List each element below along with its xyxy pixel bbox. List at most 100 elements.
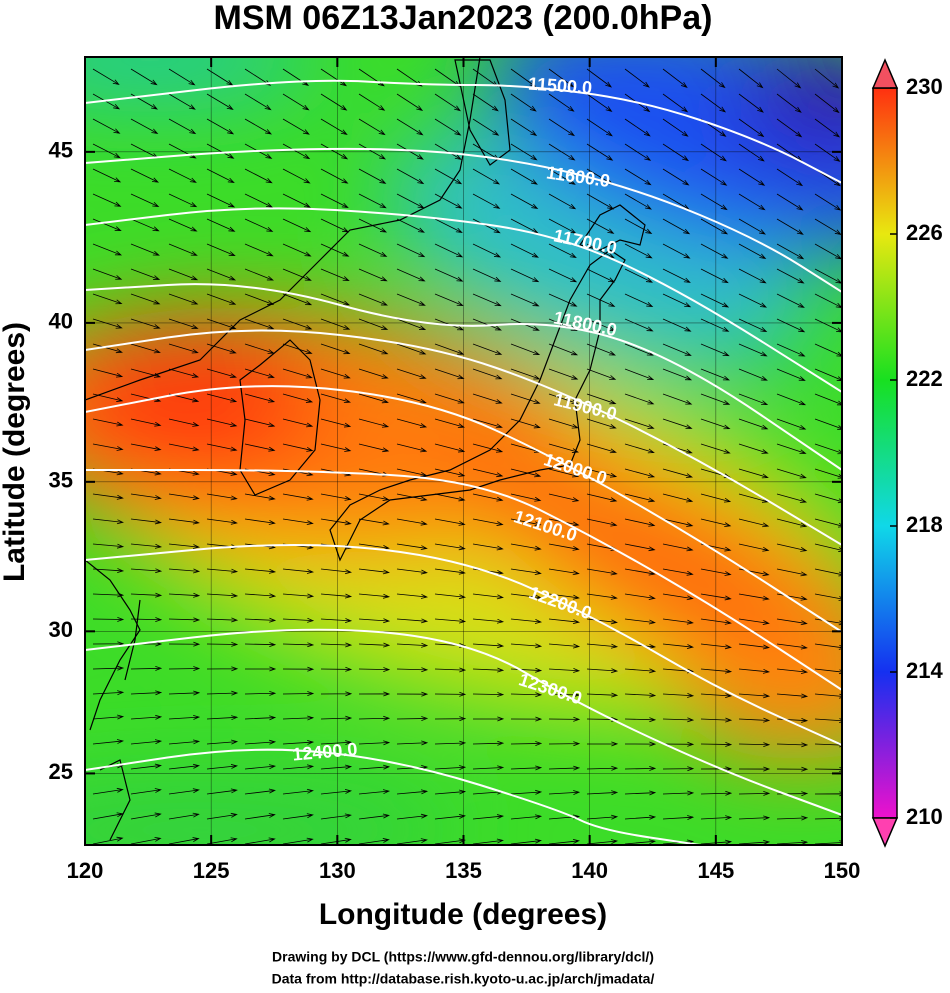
wind-arrow	[700, 443, 731, 454]
wind-arrow	[434, 789, 467, 795]
wind-arrow	[282, 788, 314, 795]
wind-arrow	[662, 368, 693, 381]
wind-arrow	[320, 393, 351, 404]
wind-arrow	[206, 617, 239, 623]
wind-arrow	[776, 543, 808, 552]
wind-arrow	[168, 763, 200, 770]
wind-arrow	[244, 813, 276, 820]
wind-arrow	[472, 218, 501, 234]
wind-arrow	[92, 443, 124, 451]
wind-arrow	[244, 715, 277, 721]
wind-arrow	[206, 318, 237, 330]
wind-arrow	[510, 193, 539, 210]
wind-arrow	[92, 68, 120, 86]
wind-arrow	[282, 368, 313, 379]
wind-arrow	[282, 642, 315, 648]
wind-arrow	[396, 667, 429, 673]
wind-arrow	[472, 93, 499, 112]
wind-arrow	[472, 618, 505, 624]
wind-arrow	[586, 814, 619, 820]
wind-arrow	[396, 343, 427, 355]
wind-arrow	[282, 168, 311, 184]
credit-line: Drawing by DCL (https://www.gfd-dennou.o…	[272, 949, 654, 965]
wind-arrow	[282, 813, 314, 820]
contour-line	[85, 468, 842, 691]
wind-arrow	[548, 668, 581, 673]
wind-arrow	[586, 643, 619, 649]
wind-arrow	[358, 789, 391, 795]
wind-arrow	[548, 618, 580, 625]
wind-arrow	[168, 268, 199, 281]
wind-arrow	[776, 815, 809, 821]
wind-arrow	[320, 642, 353, 648]
wind-arrow	[434, 343, 465, 355]
wind-arrow	[662, 618, 694, 625]
wind-arrow	[282, 593, 315, 599]
wind-arrow	[776, 243, 805, 260]
wind-arrow	[92, 393, 124, 402]
wind-arrow	[586, 218, 615, 234]
wind-arrow	[130, 665, 163, 671]
wind-arrow	[662, 393, 693, 405]
wind-arrow	[92, 243, 123, 256]
wind-arrow	[814, 418, 842, 430]
wind-arrow	[244, 418, 276, 428]
wind-arrow	[700, 593, 732, 601]
wind-arrow	[700, 493, 732, 503]
wind-arrow	[624, 593, 656, 600]
wind-arrow	[320, 118, 348, 135]
wind-arrow	[624, 418, 655, 429]
wind-arrow	[624, 668, 657, 674]
wind-arrow	[206, 518, 238, 525]
wind-arrow	[244, 293, 275, 305]
wind-arrow	[738, 643, 770, 650]
wind-arrow	[624, 68, 650, 88]
contour-line	[85, 748, 701, 845]
wind-arrow	[434, 143, 462, 160]
wind-arrow	[776, 717, 809, 723]
wind-arrow	[510, 692, 543, 698]
wind-arrow	[662, 468, 694, 478]
wind-arrow	[738, 791, 771, 796]
wind-arrow	[92, 143, 121, 159]
wind-arrow	[130, 343, 161, 354]
y-axis-label: Latitude (degrees)	[0, 322, 31, 582]
wind-arrow	[548, 443, 580, 453]
wind-arrow	[358, 418, 390, 428]
wind-arrow	[282, 93, 310, 111]
x-axis-label: Longitude (degrees)	[319, 898, 607, 931]
wind-arrow	[586, 765, 619, 771]
wind-arrow	[624, 368, 655, 380]
wind-arrow	[282, 393, 314, 403]
wind-arrow	[548, 741, 581, 747]
wind-arrow	[776, 468, 807, 479]
wind-arrow	[548, 643, 581, 649]
wind-arrow	[396, 143, 424, 160]
wind-arrow	[814, 443, 842, 455]
wind-arrow	[282, 739, 315, 745]
wind-arrow	[814, 118, 841, 138]
wind-arrow	[206, 68, 234, 86]
wind-arrow	[92, 812, 124, 820]
wind-arrow	[510, 93, 537, 112]
wind-arrow	[396, 268, 426, 282]
wind-arrow	[396, 193, 425, 209]
wind-arrow	[814, 518, 842, 528]
wind-arrow	[738, 118, 765, 138]
wind-arrow	[320, 493, 352, 501]
wind-arrow	[130, 518, 162, 525]
wind-arrow	[510, 518, 542, 527]
wind-arrow	[472, 243, 502, 258]
wind-arrow	[396, 468, 428, 477]
wind-arrow	[700, 643, 732, 650]
wind-arrow	[282, 568, 315, 574]
wind-arrow	[700, 618, 732, 625]
wind-arrow	[320, 443, 352, 452]
wind-arrow	[700, 518, 732, 528]
wind-arrow	[206, 568, 239, 574]
wind-arrow	[624, 318, 654, 332]
wind-arrow	[738, 468, 769, 479]
wind-arrow	[206, 143, 235, 159]
wind-arrow	[624, 243, 653, 259]
wind-arrow	[662, 815, 695, 820]
